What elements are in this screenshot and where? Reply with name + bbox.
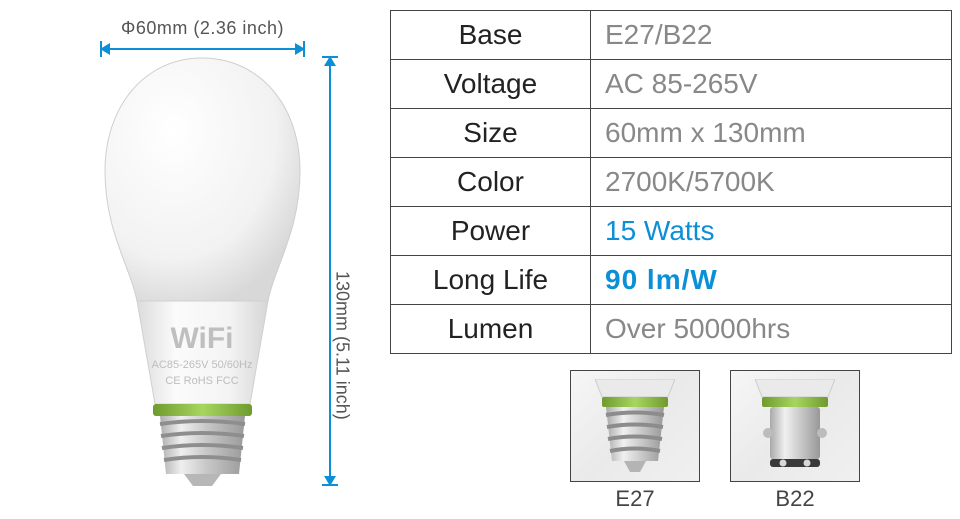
bulb-illustration: WiFi AC85-265V 50/60Hz CE RoHS FCC bbox=[100, 56, 305, 488]
width-dimension: Φ60mm (2.36 inch) bbox=[100, 18, 305, 55]
spec-value: 15 Watts bbox=[591, 207, 952, 256]
table-row: VoltageAC 85-265V bbox=[391, 60, 952, 109]
spec-key: Base bbox=[391, 11, 591, 60]
spec-key: Size bbox=[391, 109, 591, 158]
spec-value: 2700K/5700K bbox=[591, 158, 952, 207]
spec-value: 90 lm/W bbox=[591, 256, 952, 305]
base-label: E27 bbox=[570, 486, 700, 512]
spec-value: E27/B22 bbox=[591, 11, 952, 60]
base-thumb-e27: E27 bbox=[570, 370, 700, 512]
b22-base-icon bbox=[750, 379, 840, 474]
bulb-dimension-panel: Φ60mm (2.36 inch) bbox=[0, 0, 390, 519]
spec-key: Color bbox=[391, 158, 591, 207]
table-row: Power15 Watts bbox=[391, 207, 952, 256]
height-dimension-label: 130mm (5.11 inch) bbox=[332, 271, 353, 420]
table-row: Size60mm x 130mm bbox=[391, 109, 952, 158]
spec-value: 60mm x 130mm bbox=[591, 109, 952, 158]
spec-key: Long Life bbox=[391, 256, 591, 305]
spec-table: BaseE27/B22VoltageAC 85-265VSize60mm x 1… bbox=[390, 10, 952, 354]
spec-value: Over 50000hrs bbox=[591, 305, 952, 354]
height-dimension: 130mm (5.11 inch) bbox=[320, 56, 360, 486]
screw-base-icon bbox=[160, 416, 245, 486]
spec-key: Lumen bbox=[391, 305, 591, 354]
bulb-volt-text: AC85-265V 50/60Hz bbox=[152, 359, 253, 371]
e27-base-icon bbox=[590, 379, 680, 474]
table-row: Color2700K/5700K bbox=[391, 158, 952, 207]
spec-key: Voltage bbox=[391, 60, 591, 109]
table-row: Long Life90 lm/W bbox=[391, 256, 952, 305]
spec-key: Power bbox=[391, 207, 591, 256]
base-thumb-b22: B22 bbox=[730, 370, 860, 512]
bulb-logo-text: WiFi bbox=[170, 322, 233, 355]
table-row: BaseE27/B22 bbox=[391, 11, 952, 60]
base-label: B22 bbox=[730, 486, 860, 512]
bulb-cert-text: CE RoHS FCC bbox=[165, 375, 238, 387]
width-dimension-label: Φ60mm (2.36 inch) bbox=[100, 18, 305, 39]
spec-value: AC 85-265V bbox=[591, 60, 952, 109]
table-row: LumenOver 50000hrs bbox=[391, 305, 952, 354]
base-type-row: E27 bbox=[390, 370, 952, 512]
